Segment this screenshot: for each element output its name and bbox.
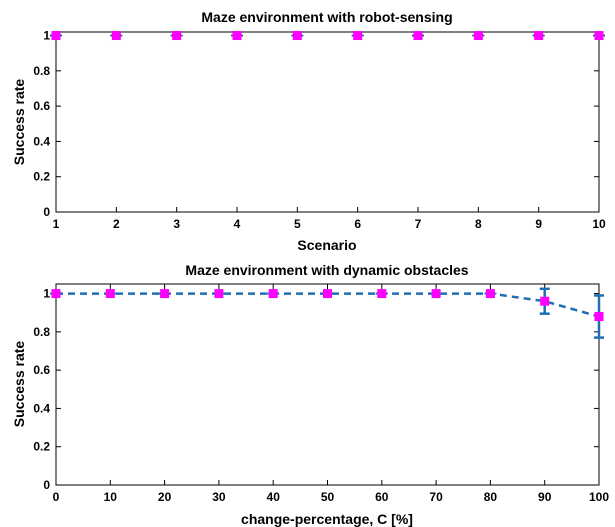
chart2-xlabel: change-percentage, C [%] bbox=[241, 511, 413, 527]
chart1-ytick-label: 0.2 bbox=[33, 170, 50, 184]
chart1-xtick-label: 4 bbox=[234, 217, 241, 231]
chart2-point-marker bbox=[431, 289, 441, 299]
chart2-xtick-label: 10 bbox=[104, 490, 118, 504]
chart1-axes-box bbox=[55, 31, 600, 213]
chart1-point-marker bbox=[292, 31, 302, 41]
chart1-xtick-label: 10 bbox=[592, 217, 606, 231]
chart1-point-marker bbox=[534, 31, 544, 41]
chart2-xtick-label: 0 bbox=[53, 490, 60, 504]
chart1-x-ticks: 1 2 3 4 5 6 7 8 9 10 bbox=[53, 32, 606, 231]
chart1-point-marker bbox=[413, 31, 423, 41]
chart2-point-marker bbox=[160, 289, 170, 299]
chart2-y-ticks: 0 0.2 0.4 0.6 0.8 1 bbox=[33, 287, 599, 492]
chart2-point-marker bbox=[105, 289, 115, 299]
chart2-point-marker bbox=[268, 289, 278, 299]
chart1-point-marker bbox=[172, 31, 182, 41]
chart1-point-marker bbox=[353, 31, 363, 41]
chart1-point-marker bbox=[111, 31, 121, 41]
chart1-ytick-label: 0.4 bbox=[33, 134, 50, 148]
chart2-xtick-label: 20 bbox=[158, 490, 172, 504]
chart2-ytick-label: 0.2 bbox=[33, 440, 50, 454]
chart2-xtick-label: 100 bbox=[589, 490, 609, 504]
chart1-ytick-label: 1 bbox=[43, 29, 50, 43]
chart2-ytick-label: 1 bbox=[43, 287, 50, 301]
chart2-series-line bbox=[56, 292, 600, 318]
chart1-point-marker bbox=[473, 31, 483, 41]
chart1-series bbox=[50, 31, 605, 41]
chart1-ytick-label: 0.8 bbox=[33, 64, 50, 78]
chart-robot-sensing: Maze environment with robot-sensing 1 2 3 4… bbox=[11, 9, 606, 253]
chart-dynamic-obstacles: Maze environment with dynamic obstacles … bbox=[11, 262, 609, 527]
chart1-xtick-label: 5 bbox=[294, 217, 301, 231]
chart2-ylabel: Success rate bbox=[11, 341, 27, 428]
chart2-xtick-label: 80 bbox=[484, 490, 498, 504]
chart2-xtick-label: 40 bbox=[267, 490, 281, 504]
chart1-title: Maze environment with robot-sensing bbox=[201, 9, 452, 25]
chart2-point-marker bbox=[485, 289, 495, 299]
chart1-xtick-label: 8 bbox=[475, 217, 482, 231]
chart2-title: Maze environment with dynamic obstacles bbox=[185, 262, 468, 278]
chart2-ytick-label: 0 bbox=[43, 478, 50, 492]
chart2-xtick-label: 60 bbox=[375, 490, 389, 504]
chart1-ylabel: Success rate bbox=[11, 79, 27, 166]
chart1-xtick-label: 3 bbox=[173, 217, 180, 231]
chart2-ytick-label: 0.8 bbox=[33, 325, 50, 339]
chart1-ytick-label: 0 bbox=[43, 205, 50, 219]
chart2-xtick-label: 50 bbox=[321, 490, 335, 504]
chart2-series bbox=[50, 287, 604, 339]
chart2-x-ticks: 0 10 20 30 40 50 60 70 80 90 100 bbox=[53, 284, 609, 504]
chart1-y-ticks: 0 0.2 0.4 0.6 0.8 1 bbox=[33, 29, 599, 219]
chart2-point-marker bbox=[214, 289, 224, 299]
chart2-axes-box bbox=[55, 283, 600, 486]
chart2-point-marker bbox=[540, 296, 550, 306]
chart2-ytick-label: 0.6 bbox=[33, 363, 50, 377]
chart1-point-marker bbox=[232, 31, 242, 41]
chart1-xlabel: Scenario bbox=[297, 237, 356, 253]
chart2-point-marker bbox=[323, 289, 332, 299]
chart1-xtick-label: 9 bbox=[535, 217, 542, 231]
chart1-xtick-label: 2 bbox=[113, 217, 120, 231]
chart2-ytick-label: 0.4 bbox=[33, 401, 50, 415]
chart1-xtick-label: 6 bbox=[354, 217, 361, 231]
chart2-point-marker bbox=[51, 289, 61, 299]
chart2-xtick-label: 90 bbox=[538, 490, 552, 504]
chart1-point-marker bbox=[594, 31, 604, 41]
chart1-ytick-label: 0.6 bbox=[33, 99, 50, 113]
chart1-xtick-label: 7 bbox=[415, 217, 422, 231]
chart2-point-marker bbox=[377, 289, 387, 299]
chart2-xtick-label: 70 bbox=[429, 490, 443, 504]
chart2-point-marker bbox=[594, 312, 604, 322]
chart2-xtick-label: 30 bbox=[212, 490, 226, 504]
chart1-point-marker bbox=[51, 31, 61, 41]
chart1-xtick-label: 1 bbox=[53, 217, 60, 231]
